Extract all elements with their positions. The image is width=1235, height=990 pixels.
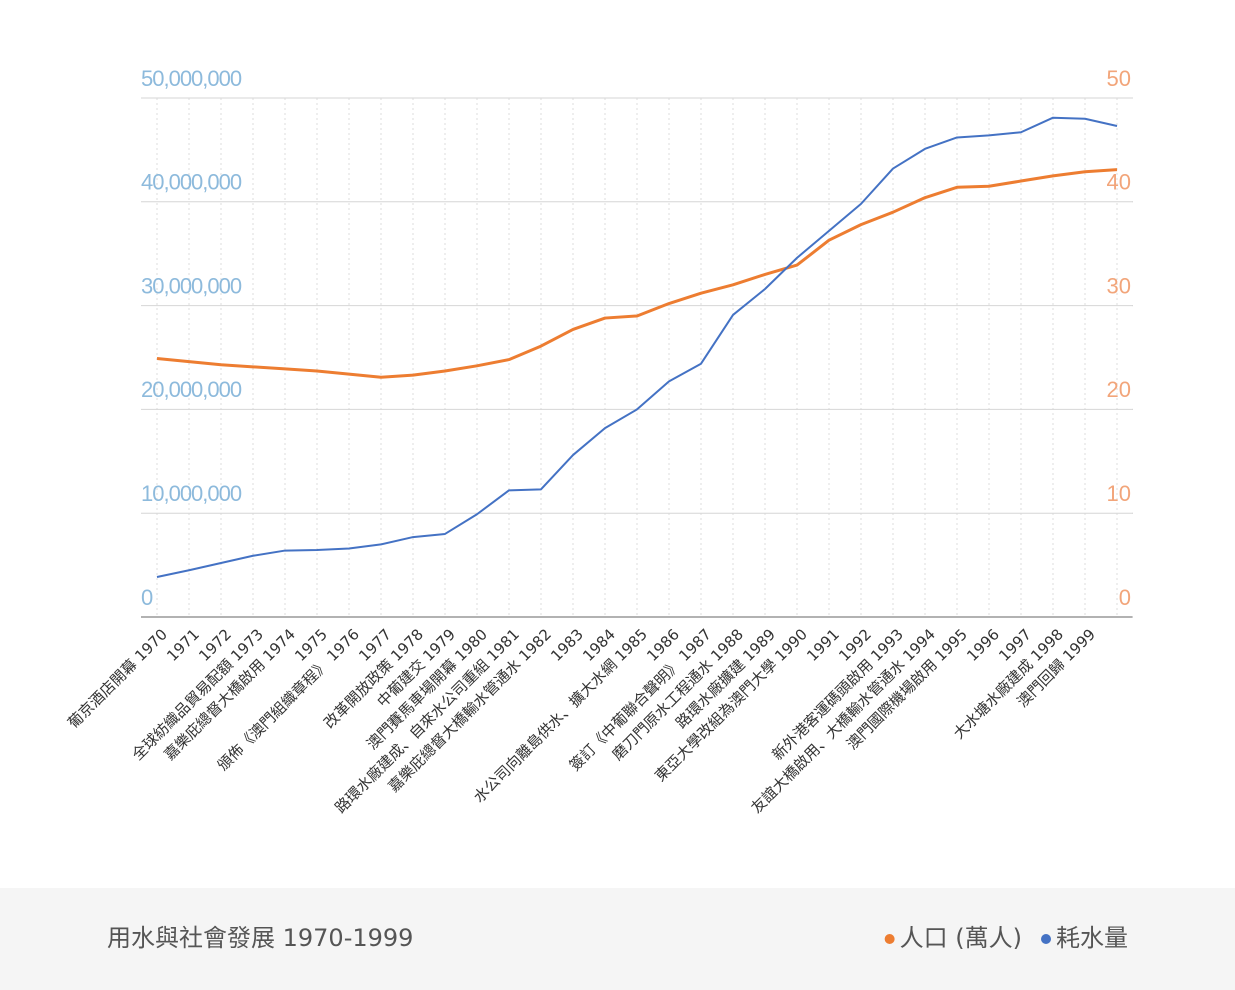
series-line: [156, 168, 1118, 379]
y2-tick-label: 0: [1119, 585, 1131, 610]
y2-tick-label: 40: [1107, 170, 1131, 195]
x-tick-label: 葡京酒店開幕 1970: [64, 625, 171, 732]
x-tick-label: 1996: [963, 625, 1003, 665]
footer-band: [0, 888, 1235, 990]
y2-tick-label: 10: [1107, 481, 1131, 506]
x-tick-label: 1991: [803, 625, 843, 665]
y-tick-label: 30,000,000: [141, 273, 242, 298]
legend-label: 耗水量: [1056, 924, 1128, 952]
y2-tick-label: 30: [1107, 273, 1131, 298]
y2-tick-label: 50: [1107, 66, 1131, 91]
y-tick-label: 0: [141, 585, 153, 610]
legend-marker: [884, 934, 895, 944]
y-tick-label: 20,000,000: [141, 377, 242, 402]
y-tick-label: 50,000,000: [141, 66, 242, 91]
x-tick-label: 1971: [163, 625, 203, 665]
y2-tick-label: 20: [1107, 377, 1131, 402]
chart-title: 用水與社會發展 1970-1999: [107, 924, 413, 952]
legend-marker: [1041, 934, 1051, 944]
series-line: [156, 116, 1118, 579]
legend-label: 人口 (萬人): [900, 924, 1022, 952]
y-tick-label: 40,000,000: [141, 170, 242, 195]
y-tick-label: 10,000,000: [141, 481, 242, 506]
x-tick-label: 1983: [547, 625, 587, 665]
